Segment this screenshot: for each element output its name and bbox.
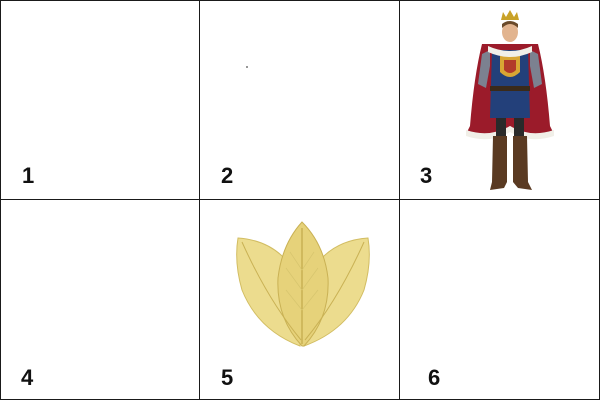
left-arm: [478, 50, 490, 88]
panel-number: 5: [221, 365, 234, 390]
panel-1[interactable]: 1: [0, 0, 199, 199]
belt: [490, 86, 530, 91]
panel-5[interactable]: 5: [200, 200, 399, 399]
right-boot: [513, 136, 532, 190]
divider: [0, 199, 600, 200]
divider: [399, 0, 400, 400]
ermine-collar: [488, 46, 532, 57]
cape-trim: [466, 126, 554, 140]
panel-number: 6: [428, 365, 441, 390]
panel-number: 3: [420, 163, 433, 188]
crown: [501, 10, 519, 20]
panel-4[interactable]: 4: [0, 200, 199, 399]
skeleton-leaves-image: [236, 221, 370, 347]
panel-3[interactable]: 3: [400, 0, 599, 199]
panel-2[interactable]: 2: [200, 0, 399, 199]
right-arm: [530, 50, 542, 88]
speck-mark: [246, 66, 248, 68]
panel-number: 1: [22, 163, 35, 188]
head: [502, 22, 518, 42]
king-costume-image: [466, 10, 554, 190]
left-boot: [490, 136, 507, 190]
panel-number: 4: [21, 365, 34, 390]
panel-6[interactable]: 6: [400, 200, 599, 399]
divider: [199, 0, 200, 400]
panel-number: 2: [221, 163, 234, 188]
